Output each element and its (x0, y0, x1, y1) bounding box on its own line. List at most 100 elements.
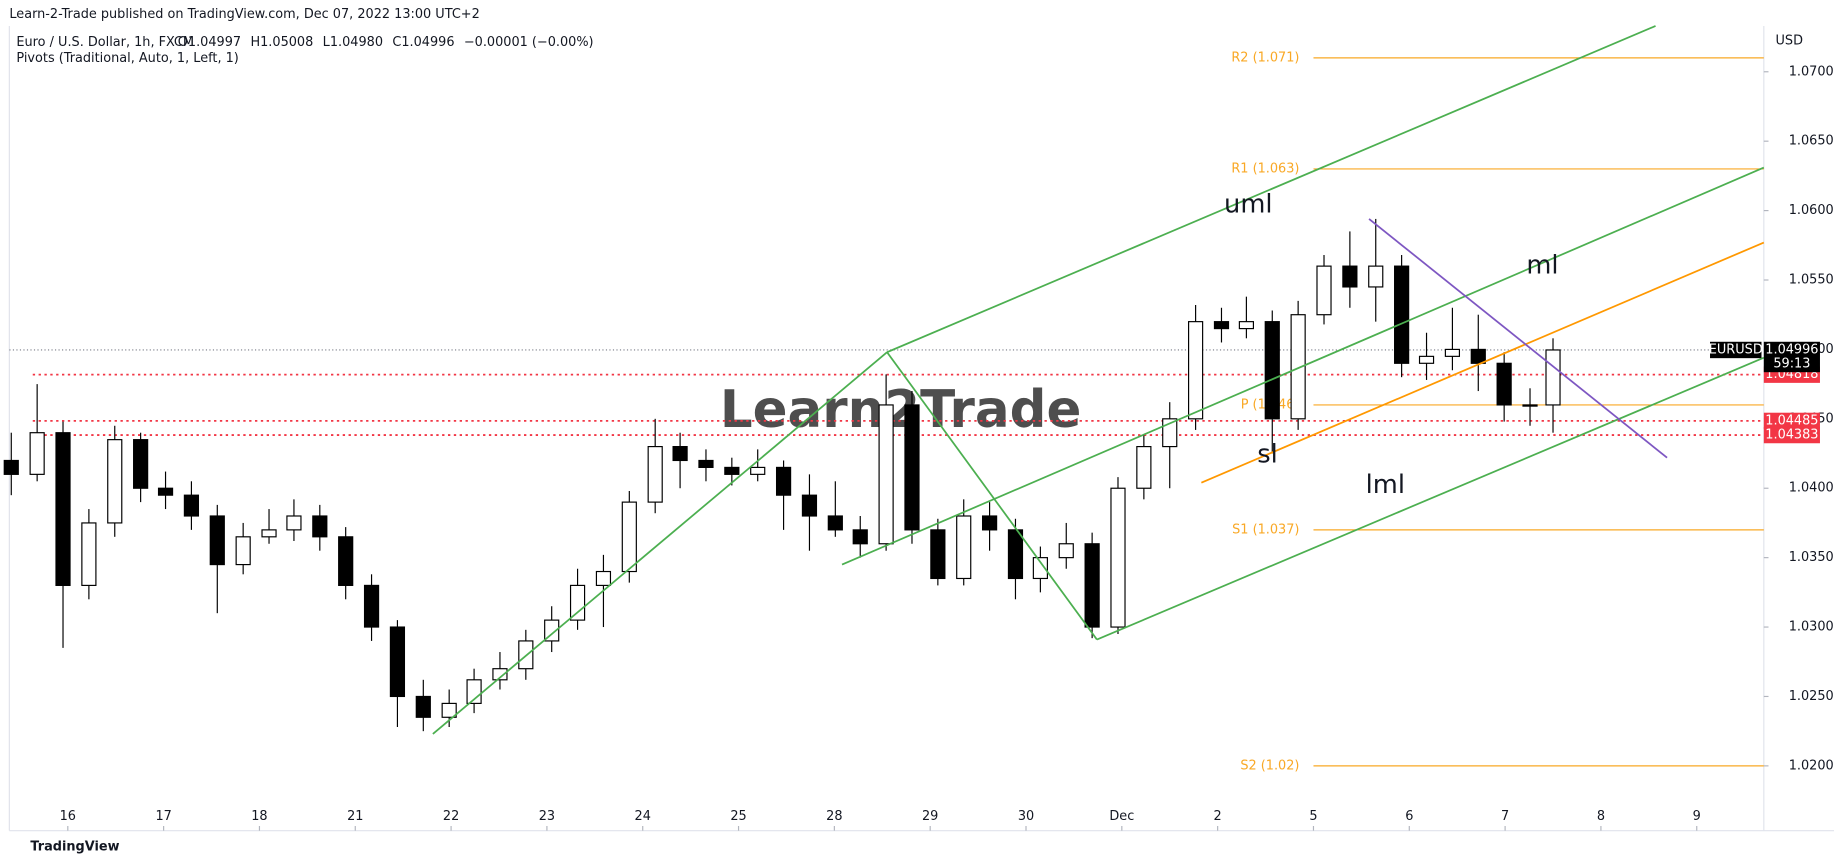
candle-body (698, 459, 714, 468)
candle-body (930, 529, 946, 580)
annotation: uml (1224, 190, 1273, 220)
candle-body (827, 515, 843, 531)
candle-body (1084, 543, 1100, 628)
ohlc-value: H1.05008 (250, 35, 313, 50)
x-tick-label: 29 (922, 809, 938, 824)
x-tick-label: 5 (1309, 809, 1317, 824)
x-tick-label: 22 (443, 809, 459, 824)
symbol-title: Euro / U.S. Dollar, 1h, FXCM (16, 35, 194, 50)
trend-line (1368, 218, 1668, 459)
last-price-label: 1.04996 (1765, 342, 1818, 357)
ohlc-value: O1.04997 (178, 35, 241, 50)
candle-body (981, 515, 998, 531)
candle-body (3, 459, 19, 475)
x-tick-label: 7 (1501, 809, 1509, 824)
y-tick-label: 1.05500 (1789, 273, 1834, 288)
x-tick-label: 21 (347, 809, 363, 824)
candle-body (1136, 446, 1152, 489)
candle-body (363, 584, 380, 628)
indicator: Pivots (Traditional, Auto, 1, Left, 1) (16, 51, 238, 66)
pivot-label: R1 (1.063) (1231, 161, 1299, 176)
y-tick-label: 1.06000 (1789, 203, 1834, 218)
candle-body (1470, 348, 1486, 364)
y-tick-label: 1.02000 (1789, 758, 1834, 773)
ohlc-value: C1.04996 (392, 35, 454, 50)
y-tick-label: 1.07000 (1789, 64, 1834, 79)
currency: USD (1776, 34, 1804, 49)
candle-body (569, 584, 586, 621)
x-tick-label: Dec (1109, 809, 1134, 824)
ohlc-value: L1.04980 (323, 35, 383, 50)
candle-body (1213, 321, 1230, 330)
candle-body (544, 619, 560, 642)
y-tick-label: 1.04000 (1789, 481, 1834, 496)
candle-body (1444, 348, 1461, 357)
level-tag-label: 1.04383 (1765, 428, 1818, 443)
publisher: Learn-2-Trade published on TradingView.c… (9, 7, 479, 22)
x-tick-label: 30 (1018, 809, 1034, 824)
candle-body (1188, 321, 1204, 420)
x-tick-label: 9 (1693, 809, 1701, 824)
pivot-label: S2 (1.02) (1240, 758, 1299, 773)
symbol-tag-label: EURUSD (1709, 342, 1763, 357)
ohlc-value: −0.00001 (−0.00%) (464, 35, 594, 50)
trend-line (1096, 356, 1765, 641)
x-tick-label: 23 (539, 809, 555, 824)
candle-body (595, 570, 612, 586)
candle-body (261, 529, 277, 538)
candle-body (672, 446, 688, 462)
candle-body (81, 522, 97, 586)
x-tick-label: 25 (730, 809, 746, 824)
x-tick-label: 6 (1405, 809, 1413, 824)
candle-body (1058, 543, 1074, 559)
candle-body (1290, 314, 1306, 420)
candle-body (1496, 362, 1512, 406)
candle-body (312, 515, 328, 538)
level-tag-label: 1.04485 (1765, 413, 1818, 428)
candle-body (441, 702, 457, 718)
candle-body (621, 501, 637, 573)
candle-body (956, 515, 972, 580)
y-tick-label: 1.03500 (1789, 550, 1834, 565)
candle-body (775, 466, 792, 496)
trend-line (886, 351, 1098, 641)
trend-line (841, 166, 1765, 566)
y-tick-label: 1.06500 (1789, 134, 1834, 149)
candle-body (389, 626, 406, 698)
candle-body (1110, 487, 1126, 628)
x-tick-label: 28 (826, 809, 842, 824)
candle-body (1545, 349, 1561, 406)
candle-body (157, 487, 174, 496)
candle-body (492, 668, 508, 681)
candle-body (209, 515, 225, 566)
watermark: Learn2Trade (720, 380, 1081, 440)
candle-body (647, 446, 663, 503)
level-tag (1763, 426, 1820, 444)
annotation: lml (1366, 470, 1405, 500)
x-tick-label: 2 (1214, 809, 1222, 824)
candle-body (183, 494, 200, 517)
symbol-tag (1710, 341, 1762, 359)
y-tick-label: 1.03000 (1789, 620, 1834, 635)
candle-body (1394, 265, 1410, 364)
trend-line (1201, 241, 1765, 484)
candle-body (1238, 321, 1254, 330)
candle-body (1007, 529, 1024, 580)
trend-line (432, 351, 888, 735)
candle-body (1264, 321, 1280, 420)
y-tick-label: 1.02500 (1789, 689, 1834, 704)
candle-body (724, 466, 740, 475)
candle-body (29, 432, 45, 475)
last-price-tag (1763, 341, 1820, 373)
candle-body (286, 515, 302, 531)
pivot-label: S1 (1.037) (1232, 522, 1299, 537)
level-tag (1763, 412, 1820, 430)
candle-body (750, 466, 766, 475)
footer: TradingView (30, 840, 119, 855)
annotation: sl (1257, 439, 1278, 469)
x-tick-label: 18 (251, 809, 267, 824)
candle-body (1316, 265, 1332, 316)
candle-body (801, 494, 818, 517)
